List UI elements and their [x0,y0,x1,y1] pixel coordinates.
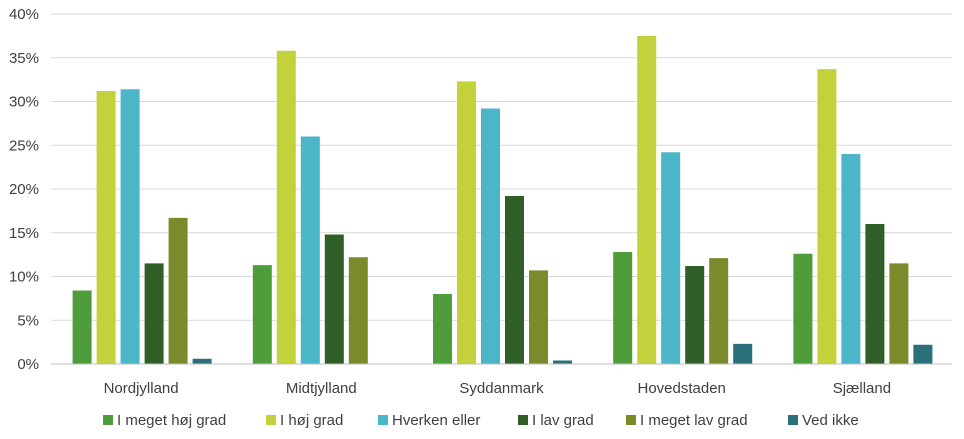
bar [348,257,368,364]
bar [733,343,753,364]
bar [793,253,813,364]
bar [457,81,476,364]
x-category-label: Nordjylland [104,380,179,397]
bar [841,154,861,364]
y-tick-label: 40% [9,6,39,23]
bar [529,270,548,364]
y-tick-label: 5% [17,312,39,329]
bar [252,265,272,364]
bar [913,344,933,364]
gridlines [51,13,952,321]
y-tick-label: 20% [9,181,39,198]
bars [72,35,933,364]
bar [817,69,837,364]
bar [553,360,572,364]
bar [685,266,705,364]
bar [613,252,633,364]
legend-label: I meget lav grad [640,412,748,429]
legend-swatch [788,415,798,425]
bar [72,290,92,364]
bar [168,217,188,364]
bar [637,35,657,364]
legend-label: Ved ikke [802,412,859,429]
bar [96,91,116,364]
y-axis-tick-labels: 0% 5% 10% 15% 20% 25% 30% 35% 40% [9,6,39,373]
y-tick-label: 10% [9,269,39,286]
legend: I meget høj grad I høj grad Hverken eller I… [103,412,859,429]
bar [120,89,140,364]
bar [865,224,885,364]
legend-swatch [103,415,113,425]
y-tick-label: 30% [9,94,39,111]
bar [661,152,681,364]
legend-label: I meget høj grad [117,412,226,429]
legend-label: I høj grad [280,412,343,429]
legend-swatch [266,415,276,425]
y-tick-label: 15% [9,225,39,242]
legend-swatch [378,415,388,425]
legend-label: I lav grad [532,412,594,429]
bar [481,108,500,364]
legend-swatch [518,415,528,425]
x-category-label: Syddanmark [459,380,544,397]
bar [889,263,909,364]
bar [324,234,344,364]
legend-swatch [626,415,636,425]
bar [144,263,164,364]
bar [433,294,452,364]
y-tick-label: 25% [9,137,39,154]
x-category-label: Sjælland [833,380,891,397]
bar [505,196,524,364]
bar [709,258,729,364]
bar [300,136,320,364]
x-axis-category-labels: Nordjylland Midtjylland Syddanmark Hovedsta… [104,380,892,397]
x-category-label: Hovedstaden [637,380,725,397]
y-tick-label: 35% [9,50,39,67]
y-tick-label: 0% [17,356,39,373]
legend-label: Hverken eller [392,412,480,429]
bar [276,50,296,364]
x-category-label: Midtjylland [286,380,357,397]
bar [192,358,212,364]
